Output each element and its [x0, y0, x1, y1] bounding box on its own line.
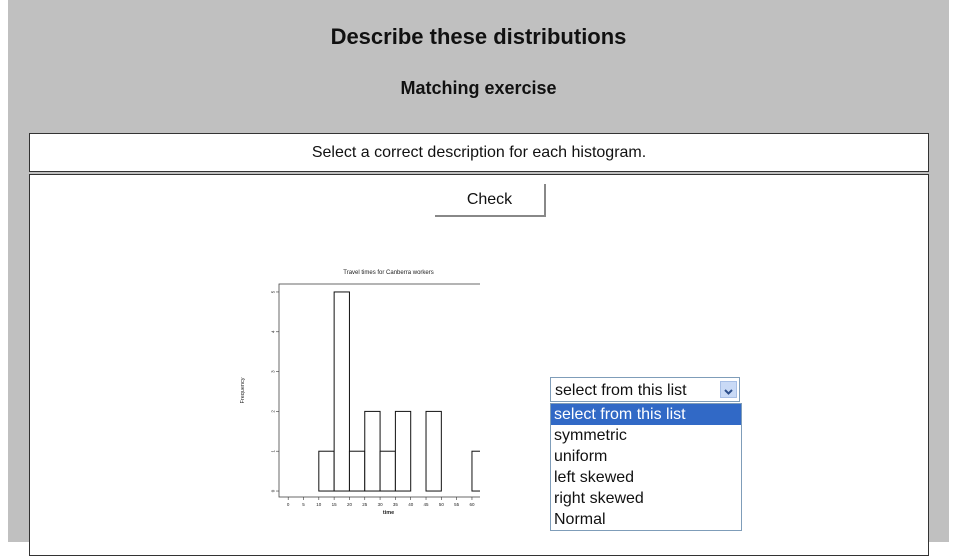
x-tick-label: 25 [362, 502, 368, 507]
dropdown-value: select from this list [555, 382, 687, 399]
dropdown[interactable]: select from this list [550, 377, 740, 402]
page-subtitle: Matching exercise [400, 78, 557, 98]
x-tick-label: 40 [408, 502, 414, 507]
dropdown-list: select from this list symmetric uniform lef… [550, 403, 742, 531]
plot-frame [278, 283, 480, 498]
dropdown-option[interactable]: uniform [554, 448, 608, 465]
check-button[interactable]: Check [435, 184, 546, 217]
exercise-panel: Check Travel times for Canberra workers 0… [29, 174, 929, 556]
y-tick-label: 4 [271, 330, 276, 333]
x-tick-label: 55 [454, 502, 460, 507]
y-tick-label: 3 [271, 370, 276, 373]
page-title: Describe these distributions [330, 24, 627, 49]
x-tick-label: 60 [469, 502, 475, 507]
y-tick-label: 1 [271, 449, 276, 452]
x-tick-label: 20 [347, 502, 353, 507]
y-axis-label: Frequency [240, 377, 246, 403]
x-tick-label: 0 [287, 502, 290, 507]
arrow-icon [724, 389, 733, 395]
y-tick-label: 5 [271, 290, 276, 293]
bar [379, 450, 396, 492]
dropdown-option[interactable]: left skewed [554, 469, 635, 486]
x-axis-label: time [383, 510, 394, 516]
x-tick-label: 15 [332, 502, 338, 507]
y-tick-label: 0 [271, 489, 276, 492]
bar [425, 410, 442, 492]
dropdown-option[interactable]: select from this list [551, 404, 741, 425]
dropdown-arrow[interactable] [720, 381, 737, 398]
bar [348, 450, 366, 492]
x-tick-label: 10 [316, 502, 322, 507]
dropdown-option[interactable]: Normal [554, 511, 606, 528]
bar [318, 450, 335, 492]
x-tick-label: 30 [378, 502, 384, 507]
x-tick-label: 35 [393, 502, 399, 507]
dropdown-option[interactable]: right skewed [554, 490, 644, 507]
dropdown-option[interactable]: symmetric [554, 427, 627, 444]
bar [364, 410, 381, 492]
bar [471, 450, 480, 492]
x-tick-label: 5 [302, 502, 305, 507]
x-tick-label: 45 [424, 502, 430, 507]
page: Describe these distributions Matching ex… [8, 0, 949, 556]
instructions: Select a correct description for each hi… [29, 133, 929, 172]
chart-title: Travel times for Canberra workers [343, 270, 433, 276]
bar [333, 291, 350, 492]
y-tick-label: 2 [271, 410, 276, 413]
x-tick-label: 50 [439, 502, 445, 507]
bar [394, 410, 412, 492]
